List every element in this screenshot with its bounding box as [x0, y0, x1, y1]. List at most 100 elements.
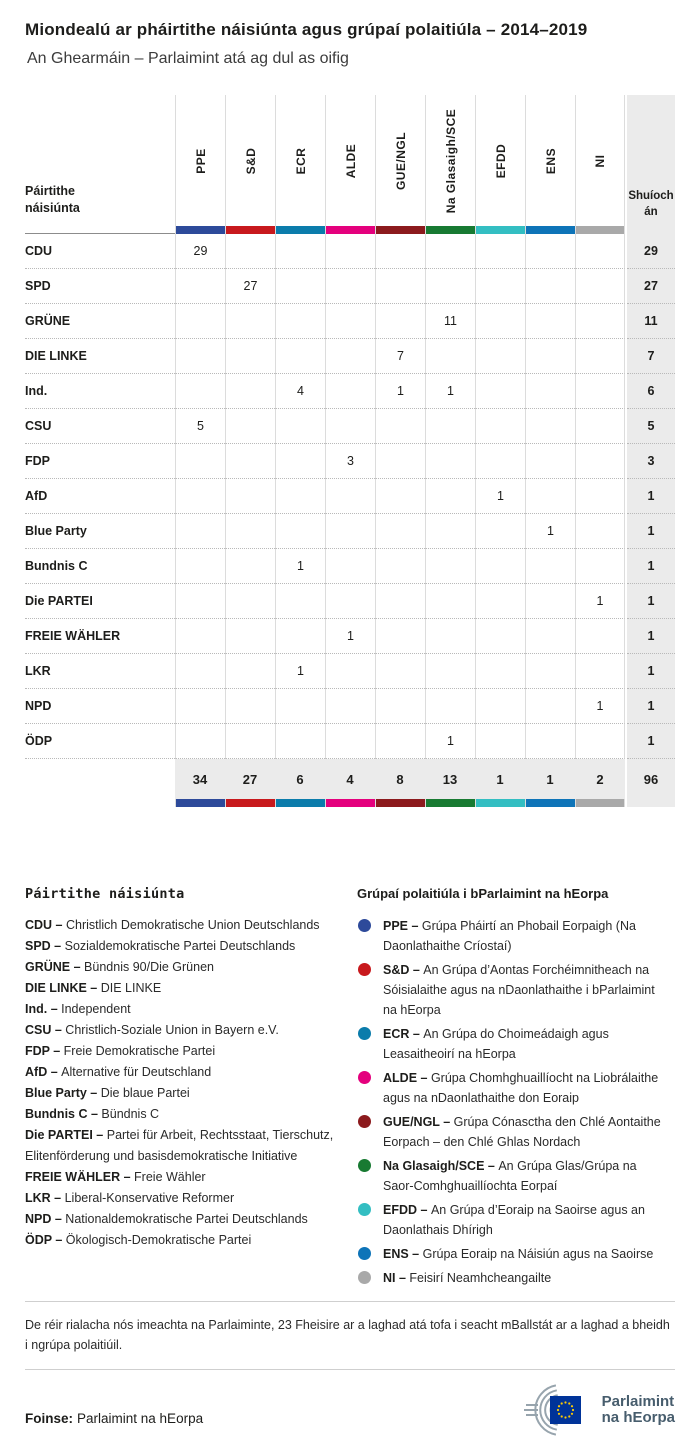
seat-value-cell [375, 549, 425, 584]
seat-value-cell [225, 409, 275, 444]
seat-value-cell [475, 584, 525, 619]
group-legend-item: ECR – An Grúpa do Choimeádaigh agus Leas… [357, 1024, 661, 1064]
party-legend-abbr: FDP – [25, 1044, 64, 1058]
group-color-bar [326, 226, 375, 234]
group-totals-band: 34 27 6 4 8 13 1 1 2 [175, 759, 625, 799]
party-legend-item: FDP – Freie Demokratische Partei [25, 1041, 343, 1062]
group-header-label: ECR [293, 147, 308, 174]
seat-value-cell [325, 409, 375, 444]
group-color-bar [426, 226, 475, 234]
seat-value-cell [575, 514, 625, 549]
group-color-bar-cell [275, 799, 325, 807]
group-color-bar [276, 799, 325, 807]
group-color-dot [358, 1271, 371, 1284]
seat-value-cell [175, 374, 225, 409]
party-legend-abbr: ÖDP – [25, 1233, 66, 1247]
group-legend-text: NI – Feisirí Neamhcheangailte [383, 1268, 551, 1288]
seats-header-cell: Shuíochán [627, 95, 675, 226]
color-bar-row-label-spacer [25, 799, 175, 807]
group-color-dot [358, 1115, 371, 1128]
party-legend-item: DIE LINKE – DIE LINKE [25, 978, 343, 999]
group-legend-name: Grúpa Chomhghuaillíocht na Liobrálaithe … [383, 1071, 659, 1105]
group-color-bar-cell [475, 226, 525, 234]
row-total-cell: 1 [627, 724, 675, 759]
seat-value-cell [225, 374, 275, 409]
table-row: Ind. 4 1 1 6 [25, 374, 675, 409]
party-legend-item: Ind. – Independent [25, 999, 343, 1020]
party-name-cell: NPD [25, 689, 175, 724]
seat-value-cell [275, 339, 325, 374]
seat-value-cell [375, 304, 425, 339]
seat-value-cell [275, 689, 325, 724]
seat-value-cell [525, 584, 575, 619]
group-legend-name: Grúpa Cónasctha den Chlé Aontaithe Eorpa… [383, 1115, 661, 1149]
row-total-cell: 6 [627, 374, 675, 409]
party-legend-name: Sozialdemokratische Partei Deutschlands [64, 939, 296, 953]
seat-value-cell [575, 654, 625, 689]
table-row: FREIE WÄHLER 1 1 [25, 619, 675, 654]
seat-value-cell [275, 584, 325, 619]
party-legend-item: SPD – Sozialdemokratische Partei Deutsch… [25, 936, 343, 957]
party-legend-item: FREIE WÄHLER – Freie Wähler [25, 1167, 343, 1188]
group-color-bar [476, 226, 525, 234]
group-total-cell: 27 [242, 771, 258, 787]
party-legend-name: Nationaldemokratische Partei Deutschland… [65, 1212, 308, 1226]
table-row: CDU 29 29 [25, 234, 675, 269]
group-total-cell: 6 [296, 771, 304, 787]
row-total-cell: 7 [627, 339, 675, 374]
group-header-cell: EFDD [475, 95, 525, 226]
group-legend-item: GUE/NGL – Grúpa Cónasctha den Chlé Aonta… [357, 1112, 661, 1152]
table-row: Die PARTEI 1 1 [25, 584, 675, 619]
party-legend-abbr: DIE LINKE – [25, 981, 101, 995]
group-legend-item: Na Glasaigh/SCE – An Grúpa Glas/Grúpa na… [357, 1156, 661, 1196]
seat-value-cell [375, 654, 425, 689]
party-name-cell: FREIE WÄHLER [25, 619, 175, 654]
party-legend-abbr: SPD – [25, 939, 65, 953]
party-name-cell: Blue Party [25, 514, 175, 549]
seat-value-cell [425, 654, 475, 689]
group-color-bar-cell [375, 226, 425, 234]
party-name-cell: Bundnis C [25, 549, 175, 584]
seat-value-cell [325, 339, 375, 374]
seat-value-cell [175, 584, 225, 619]
group-header-label: ENS [543, 147, 558, 174]
footnote-text: De réir rialacha nós imeachta na Parlaim… [25, 1318, 670, 1352]
seat-value-cell [575, 724, 625, 759]
group-header-label: ALDE [343, 143, 358, 178]
group-header-cell: ENS [525, 95, 575, 226]
source-line: Foinse: Parlaimint na hEorpa [25, 1411, 203, 1436]
seat-value-cell [525, 689, 575, 724]
seat-value-cell [525, 409, 575, 444]
group-color-bar-cell [325, 226, 375, 234]
party-legend-item: LKR – Liberal-Konservative Reformer [25, 1188, 343, 1209]
seat-value-cell [425, 619, 475, 654]
seat-value-cell [375, 514, 425, 549]
seat-value-cell [325, 374, 375, 409]
group-color-bar-cell [425, 226, 475, 234]
table-row: NPD 1 1 [25, 689, 675, 724]
party-name-cell: FDP [25, 444, 175, 479]
seat-value-cell [475, 234, 525, 269]
party-legend-name: Bündnis 90/Die Grünen [84, 960, 214, 974]
group-color-bar-cell [525, 799, 575, 807]
seat-value-cell: 29 [175, 234, 225, 269]
seat-value-cell [325, 549, 375, 584]
seat-value-cell: 1 [425, 374, 475, 409]
table-row: GRÜNE 11 11 [25, 304, 675, 339]
seat-value-cell [325, 654, 375, 689]
seat-value-cell [525, 724, 575, 759]
seat-value-cell [375, 409, 425, 444]
seat-value-cell [575, 374, 625, 409]
seat-value-cell [425, 339, 475, 374]
group-header-cell: S&D [225, 95, 275, 226]
group-legend-text: ECR – An Grúpa do Choimeádaigh agus Leas… [383, 1024, 661, 1064]
seat-value-cell [225, 584, 275, 619]
seat-value-cell [325, 724, 375, 759]
party-name-cell: LKR [25, 654, 175, 689]
page-subtitle: An Ghearmáin – Parlaimint atá ag dul as … [27, 50, 349, 67]
seat-value-cell [375, 584, 425, 619]
party-legend-name: Die blaue Partei [100, 1086, 190, 1100]
seat-value-cell [325, 514, 375, 549]
party-legend-name: Ökologisch-Demokratische Partei [65, 1233, 252, 1247]
row-total-cell: 1 [627, 654, 675, 689]
